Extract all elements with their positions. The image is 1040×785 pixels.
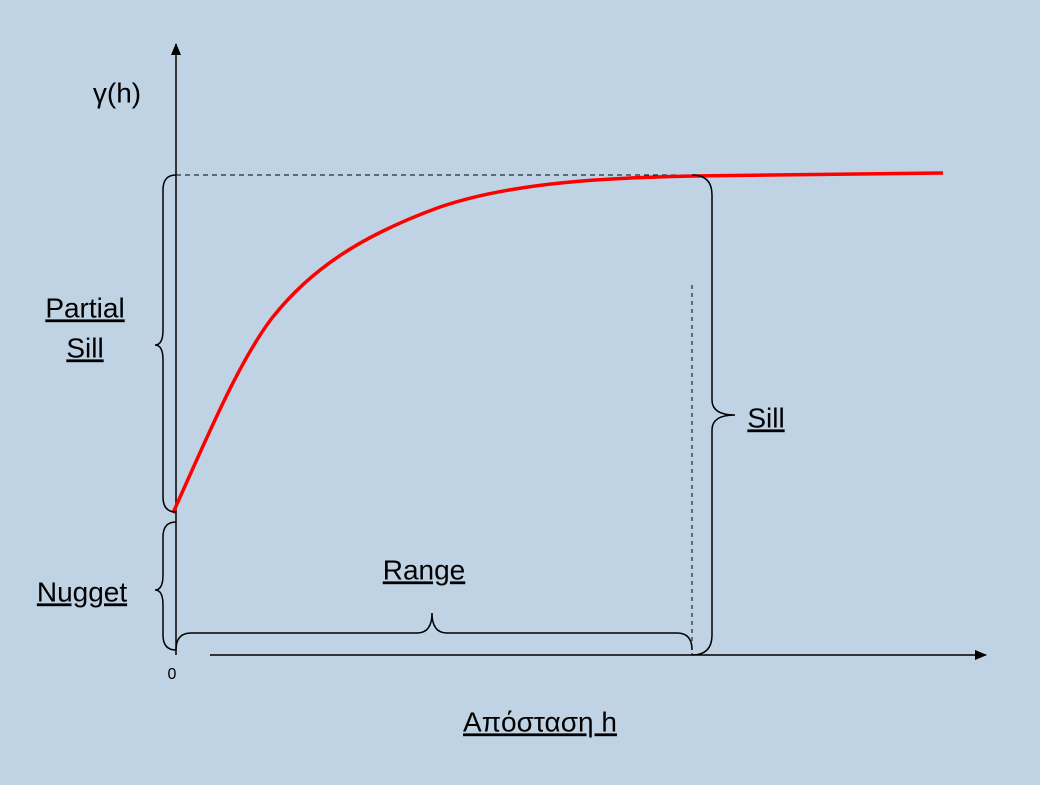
sill-label: Sill	[747, 402, 784, 433]
partial-sill-label: Partial	[45, 292, 124, 323]
nugget-label: Nugget	[37, 576, 128, 607]
partial-sill-brace	[154, 174, 177, 513]
y-axis-label: γ(h)	[93, 77, 141, 108]
x-axis-label: Απόσταση h	[463, 706, 617, 737]
range-brace	[175, 612, 693, 651]
sill-brace	[691, 174, 736, 656]
partial-sill-label: Sill	[66, 332, 103, 363]
range-label: Range	[383, 554, 466, 585]
nugget-brace	[154, 521, 177, 651]
variogram-curve	[171, 171, 944, 514]
origin-label: 0	[168, 666, 177, 683]
